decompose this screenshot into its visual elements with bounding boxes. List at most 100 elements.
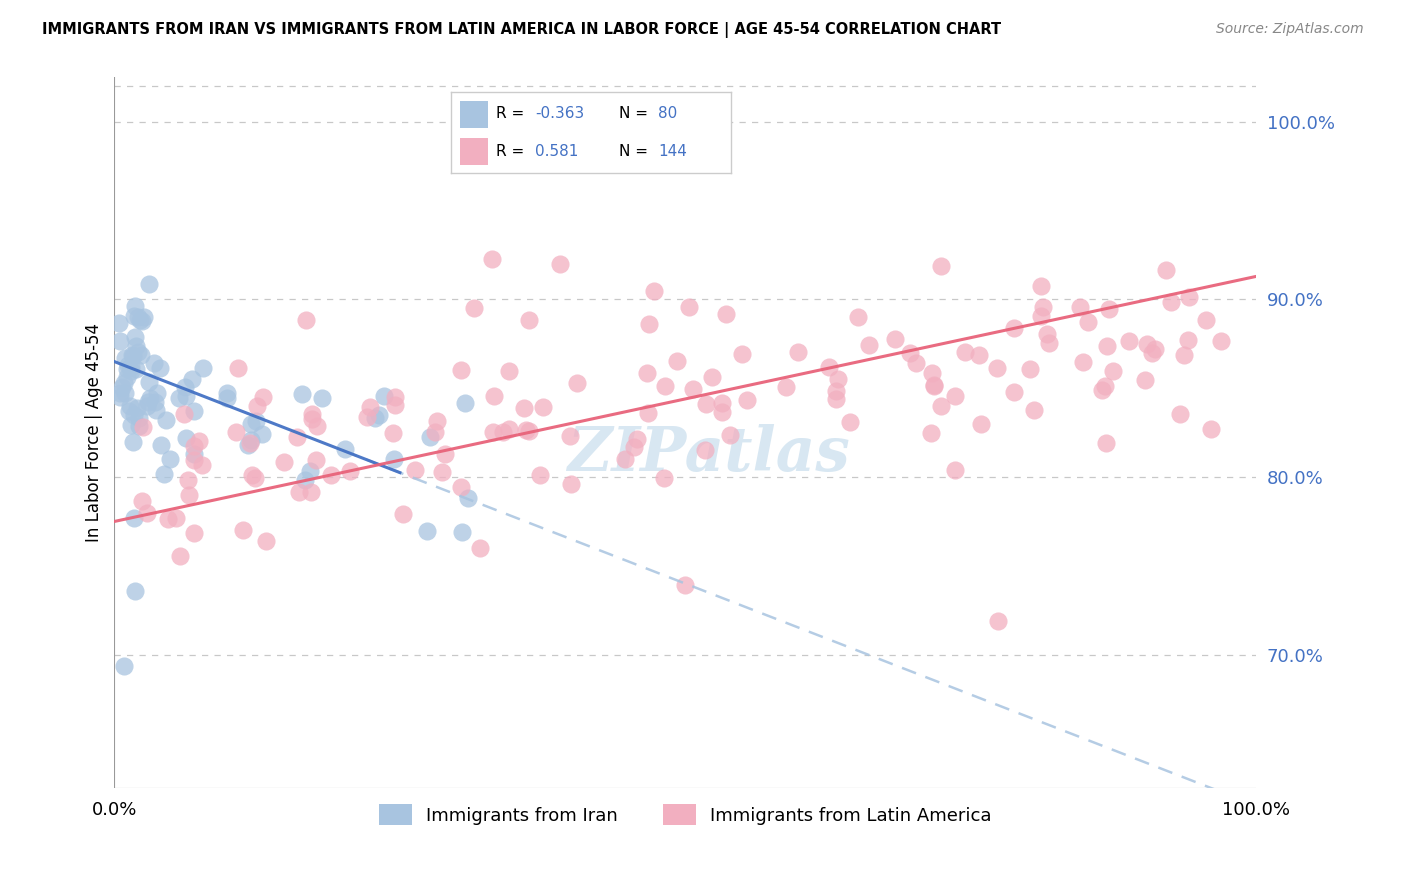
Point [1168, 407, 1191, 421]
Point [295, 313, 318, 327]
Point [122, 349, 145, 363]
Point [432, 465, 454, 479]
Point [129, 313, 152, 327]
Point [498, 364, 520, 378]
Point [373, 389, 395, 403]
Point [484, 389, 506, 403]
Point [321, 467, 343, 482]
Point [492, 425, 515, 439]
Point [775, 380, 797, 394]
Point [176, 431, 198, 445]
Point [128, 410, 150, 425]
Point [1031, 300, 1053, 314]
Point [183, 453, 205, 467]
Point [943, 463, 966, 477]
Point [356, 409, 378, 424]
Point [339, 464, 361, 478]
Point [425, 414, 447, 428]
Legend: Immigrants from Iran, Immigrants from Latin America: Immigrants from Iran, Immigrants from La… [380, 805, 991, 825]
Point [1029, 278, 1052, 293]
Point [114, 351, 136, 366]
Point [120, 399, 142, 413]
Point [124, 309, 146, 323]
Point [614, 452, 637, 467]
Point [384, 398, 406, 412]
Point [384, 390, 406, 404]
Point [131, 314, 153, 328]
Point [294, 473, 316, 487]
Point [240, 467, 263, 482]
Point [299, 484, 322, 499]
Point [301, 408, 323, 422]
Point [1019, 362, 1042, 376]
Point [232, 523, 254, 537]
Point [254, 534, 277, 549]
Point [817, 360, 839, 375]
Point [132, 420, 155, 434]
Point [678, 301, 700, 315]
Point [922, 379, 945, 393]
Point [463, 301, 485, 315]
Point [839, 415, 862, 429]
Point [131, 493, 153, 508]
Point [167, 391, 190, 405]
Point [498, 421, 520, 435]
Point [143, 395, 166, 409]
Point [1095, 436, 1118, 450]
Point [132, 310, 155, 324]
Point [252, 390, 274, 404]
Point [215, 386, 238, 401]
Point [714, 307, 737, 321]
Point [108, 334, 131, 349]
Point [128, 418, 150, 433]
Point [301, 412, 323, 426]
Point [1173, 348, 1195, 362]
Point [1097, 339, 1119, 353]
Point [673, 578, 696, 592]
Point [513, 401, 536, 415]
Point [695, 443, 717, 458]
Point [127, 310, 149, 324]
Point [1077, 315, 1099, 329]
Point [291, 387, 314, 401]
Point [243, 471, 266, 485]
Point [108, 385, 131, 400]
Point [183, 447, 205, 461]
Point [1094, 379, 1116, 393]
Point [120, 364, 142, 378]
Point [122, 409, 145, 423]
Point [191, 458, 214, 472]
Point [188, 434, 211, 448]
Point [112, 376, 135, 390]
Point [454, 396, 477, 410]
Point [1069, 300, 1091, 314]
Point [904, 356, 927, 370]
Point [121, 348, 143, 362]
Point [138, 376, 160, 390]
Point [718, 428, 741, 442]
Point [623, 441, 645, 455]
Point [638, 317, 661, 331]
Point [382, 425, 405, 440]
Point [1133, 374, 1156, 388]
Point [120, 359, 142, 374]
Point [1029, 309, 1052, 323]
Point [149, 360, 172, 375]
Point [858, 338, 880, 352]
Point [846, 310, 869, 324]
Point [1036, 326, 1059, 341]
Point [450, 480, 472, 494]
Point [654, 378, 676, 392]
Point [382, 452, 405, 467]
Point [884, 332, 907, 346]
Point [239, 434, 262, 448]
Point [1102, 364, 1125, 378]
Point [145, 402, 167, 417]
Point [1140, 345, 1163, 359]
Point [654, 471, 676, 485]
Point [125, 361, 148, 376]
Point [643, 285, 665, 299]
Point [139, 391, 162, 405]
Point [364, 410, 387, 425]
Point [135, 399, 157, 413]
